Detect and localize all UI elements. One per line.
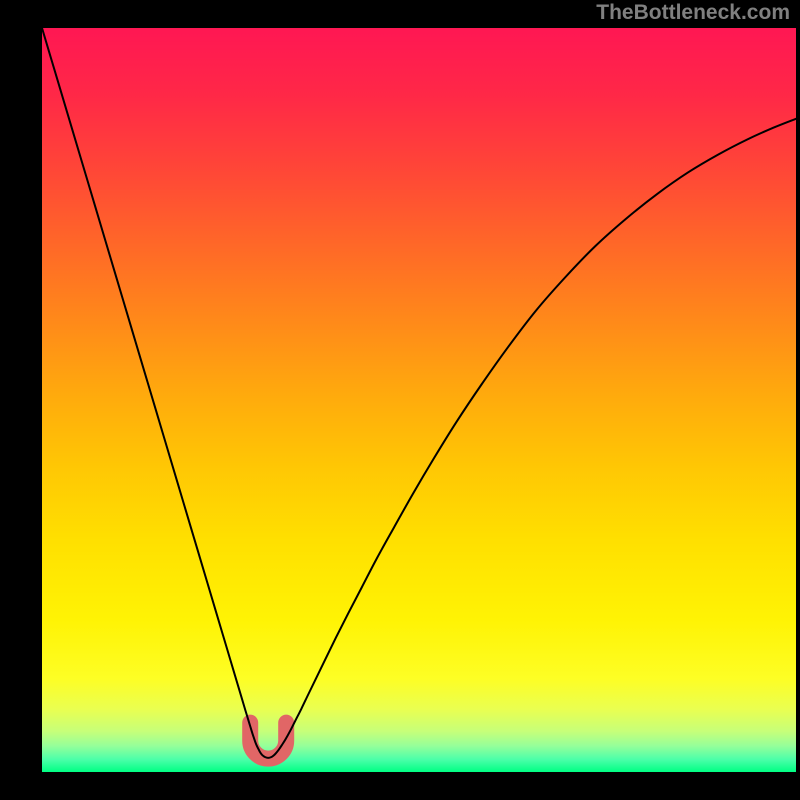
source-watermark: TheBottleneck.com	[596, 1, 790, 25]
bottleneck-chart	[42, 28, 796, 772]
bottleneck-curve	[42, 28, 796, 758]
